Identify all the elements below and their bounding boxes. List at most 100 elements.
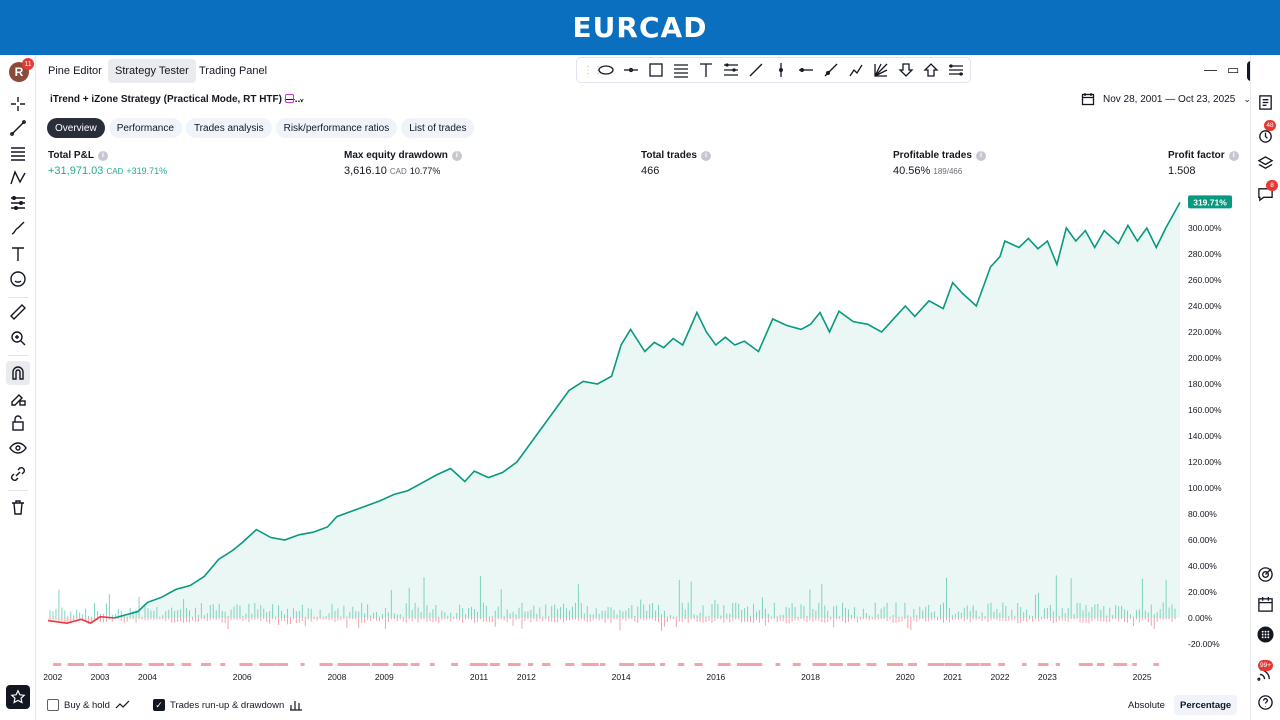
metric-label: Total trades: [641, 150, 697, 161]
info-icon[interactable]: i: [1228, 150, 1239, 161]
drawdown-period-marker: [694, 663, 703, 666]
drawdown-period-marker: [300, 663, 305, 666]
drawdown-period-marker: [659, 663, 666, 666]
info-icon[interactable]: i: [451, 150, 462, 161]
last-value-badge: [1188, 195, 1232, 209]
path-icon[interactable]: [843, 59, 868, 81]
target-icon[interactable]: [1254, 563, 1276, 585]
text-tool-icon[interactable]: [693, 59, 718, 81]
equity-line-negative: [47, 615, 115, 625]
minimize-button[interactable]: —: [1204, 62, 1217, 77]
percentage-mode-button[interactable]: Percentage: [1174, 695, 1238, 715]
drawdown-period-marker: [965, 663, 980, 666]
calendar-icon: [1081, 93, 1095, 106]
tab-overview[interactable]: Overview: [47, 118, 105, 138]
fib-icon[interactable]: [668, 59, 693, 81]
metric-unit: CAD: [106, 167, 124, 176]
rectangle-icon[interactable]: [643, 59, 668, 81]
pattern-icon[interactable]: [6, 166, 30, 190]
date-range-selector[interactable]: Nov 28, 2001 — Oct 23, 2025 ⌄: [1081, 92, 1251, 106]
gann-icon[interactable]: [868, 59, 893, 81]
layers-icon[interactable]: [1254, 152, 1276, 174]
metric-sub: 189/466: [933, 167, 963, 176]
magnet-icon[interactable]: [6, 361, 30, 385]
report-tabs: Overview Performance Trades analysis Ris…: [47, 118, 475, 138]
lock-draw-icon[interactable]: [6, 386, 30, 410]
tab-pine-editor[interactable]: Pine Editor: [48, 65, 102, 77]
y-tick-label: 220.00%: [1188, 327, 1222, 337]
info-icon[interactable]: i: [97, 150, 108, 161]
drawdown-period-marker: [319, 663, 333, 666]
tab-trading-panel[interactable]: Trading Panel: [199, 65, 268, 77]
restore-button[interactable]: ▭: [1227, 62, 1240, 77]
tab-strategy-tester[interactable]: Strategy Tester: [108, 59, 196, 83]
arrow-up-icon[interactable]: [918, 59, 943, 81]
arrow-down-icon[interactable]: [893, 59, 918, 81]
runup-drawdown-checkbox[interactable]: ✓: [153, 699, 165, 711]
drawdown-period-marker: [337, 663, 356, 666]
watchlist-icon[interactable]: [1254, 91, 1276, 113]
drawdown-period-marker: [429, 663, 435, 666]
runup-drawdown-toggle[interactable]: ✓ Trades run-up & drawdown: [153, 697, 303, 713]
horizontal-line-icon[interactable]: [793, 59, 818, 81]
y-tick-label: 180.00%: [1188, 379, 1222, 389]
text-icon[interactable]: [6, 242, 30, 266]
x-tick-label: 2004: [138, 672, 157, 682]
link-icon[interactable]: [6, 462, 30, 486]
y-tick-label: 60.00%: [1188, 535, 1217, 545]
strategy-settings-icon[interactable]: [285, 94, 294, 103]
favorites-star-icon[interactable]: [6, 685, 30, 709]
tab-trades-analysis[interactable]: Trades analysis: [185, 118, 272, 138]
info-icon[interactable]: i: [700, 150, 711, 161]
drawdown-period-marker: [166, 663, 175, 666]
tab-performance[interactable]: Performance: [108, 118, 182, 138]
date-price-range-icon[interactable]: [943, 59, 968, 81]
prediction-icon[interactable]: [6, 191, 30, 215]
y-tick-label: 300.00%: [1188, 223, 1222, 233]
notification-badge: 11: [22, 58, 34, 70]
price-range-icon[interactable]: [718, 59, 743, 81]
emoji-icon[interactable]: [6, 267, 30, 291]
help-icon[interactable]: [1254, 691, 1276, 713]
calendar-icon[interactable]: [1254, 593, 1276, 615]
drawdown-period-marker: [1037, 663, 1049, 666]
eye-icon[interactable]: [6, 436, 30, 460]
drawdown-period-marker: [124, 663, 142, 666]
brush-icon[interactable]: [6, 216, 30, 240]
metric-value: 40.56%: [893, 165, 931, 177]
crosshair-icon[interactable]: [6, 92, 30, 116]
right-toolbar: [1250, 55, 1280, 720]
y-tick-label: 100.00%: [1188, 483, 1222, 493]
x-tick-label: 2009: [375, 672, 394, 682]
y-tick-label: 80.00%: [1188, 509, 1217, 519]
trend-line-icon[interactable]: [6, 116, 30, 140]
apps-grid-icon[interactable]: [1254, 623, 1276, 645]
trash-icon[interactable]: [6, 495, 30, 519]
ray-icon[interactable]: [818, 59, 843, 81]
drawdown-period-marker: [239, 663, 253, 666]
drawdown-period-marker: [736, 663, 754, 666]
tab-list-of-trades[interactable]: List of trades: [401, 118, 475, 138]
drag-handle-icon[interactable]: ⋮⋮: [583, 64, 603, 76]
buy-hold-toggle[interactable]: Buy & hold: [47, 697, 131, 713]
tab-risk-ratios[interactable]: Risk/performance ratios: [275, 118, 398, 138]
chevron-down-icon[interactable]: ⌄: [298, 93, 306, 103]
drawdown-period-marker: [88, 663, 103, 666]
banner-title: EURCAD: [572, 11, 708, 44]
ellipse-icon[interactable]: [593, 59, 618, 81]
alerts-clock-icon[interactable]: [1254, 124, 1276, 146]
toolbar-divider: [8, 490, 28, 491]
line-tool-icon[interactable]: [743, 59, 768, 81]
lock-icon[interactable]: [6, 411, 30, 435]
drawdown-period-marker: [638, 663, 655, 666]
buy-hold-checkbox[interactable]: [47, 699, 59, 711]
drawdown-period-marker: [371, 663, 389, 666]
strategy-title[interactable]: iTrend + iZone Strategy (Practical Mode,…: [50, 94, 304, 105]
ruler-icon[interactable]: [6, 300, 30, 324]
absolute-mode-button[interactable]: Absolute: [1128, 699, 1165, 711]
zoom-icon[interactable]: [6, 326, 30, 350]
horizontal-ray-icon[interactable]: [618, 59, 643, 81]
fib-retracement-icon[interactable]: [6, 141, 30, 165]
info-icon[interactable]: i: [975, 150, 986, 161]
vertical-line-icon[interactable]: [768, 59, 793, 81]
